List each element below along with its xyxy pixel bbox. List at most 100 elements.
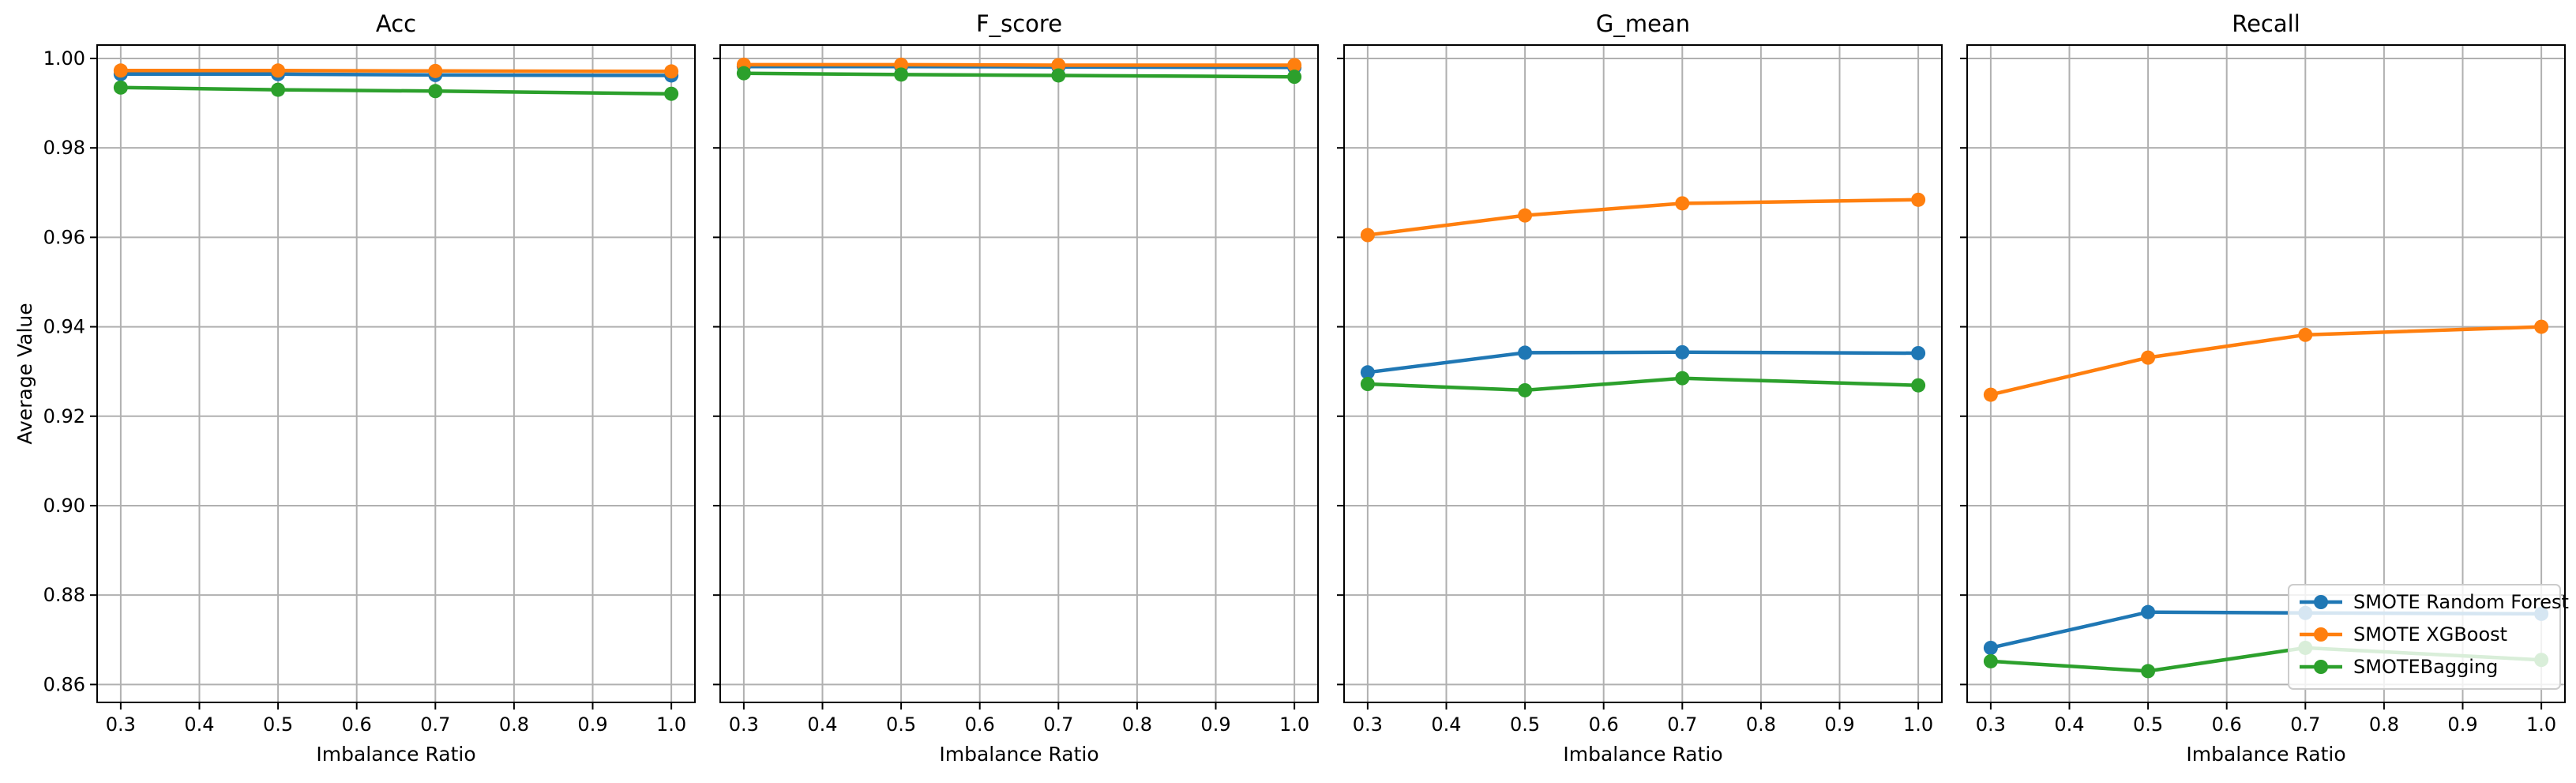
legend-marker <box>2314 660 2328 674</box>
panels: 0.3 0.4 0.5 0.6 0.7 0.8 0.9 1.0 0.86 0.88 0.90 0.92… <box>43 10 2566 766</box>
x-tick-label: 0.6 <box>342 713 372 736</box>
x-axis-label: Imbalance Ratio <box>2186 743 2345 766</box>
series-group <box>1360 192 1926 397</box>
data-point-smote-xgboost <box>1675 196 1690 211</box>
panel-acc: 0.3 0.4 0.5 0.6 0.7 0.8 0.9 1.0 0.86 0.88 0.90 0.92… <box>43 10 696 766</box>
data-point-smotebagging <box>1051 68 1066 83</box>
panel-title: Recall <box>2232 10 2300 37</box>
x-tick-label: 0.9 <box>577 713 607 736</box>
x-tick-label: 0.4 <box>184 713 214 736</box>
y-tick-label: 0.92 <box>43 405 85 427</box>
y-axis-label: Average Value <box>13 303 36 444</box>
y-tick-label: 0.88 <box>43 584 85 606</box>
data-point-smote-xgboost <box>1983 387 1998 402</box>
x-tick-label: 0.9 <box>2447 713 2477 736</box>
series-group <box>736 57 1302 85</box>
y-tick-label: 0.96 <box>43 226 85 248</box>
data-point-smote-xgboost <box>2298 327 2313 342</box>
data-point-smotebagging <box>1911 378 1926 393</box>
series-line-smote-xgboost <box>1988 325 2544 397</box>
series-line-smote-xgboost <box>118 69 674 73</box>
data-point-smote-random-forest <box>1983 640 1998 655</box>
data-point-smotebagging <box>1518 382 1533 397</box>
data-point-smote-random-forest <box>1518 345 1533 360</box>
data-point-smotebagging <box>1287 70 1302 85</box>
x-tick-label: 0.9 <box>1824 713 1854 736</box>
axes-frame <box>1343 44 1943 703</box>
data-point-smote-xgboost <box>1518 208 1533 223</box>
x-tick-label: 0.6 <box>2212 713 2242 736</box>
series-line-smote-random-forest <box>1365 350 1921 375</box>
y-tick-label: 0.98 <box>43 137 85 159</box>
x-tick-label: 1.0 <box>2526 713 2556 736</box>
x-tick-label: 0.3 <box>1976 713 2006 736</box>
data-point-smote-random-forest <box>1360 365 1375 380</box>
x-tick-label: 0.8 <box>499 713 529 736</box>
data-point-smote-xgboost <box>2141 350 2156 365</box>
series-line-smote-xgboost <box>1365 198 1921 237</box>
x-tick-label: 0.7 <box>1043 713 1073 736</box>
x-tick-label: 0.6 <box>1589 713 1619 736</box>
data-point-smotebagging <box>894 67 909 82</box>
y-tick-label: 1.00 <box>43 47 85 70</box>
series-line-smotebagging <box>1365 376 1921 393</box>
data-point-smotebagging <box>271 82 286 97</box>
x-tick-label: 0.5 <box>886 713 916 736</box>
x-tick-label: 0.4 <box>2054 713 2084 736</box>
y-tick-label: 0.86 <box>43 673 85 695</box>
data-point-smote-random-forest <box>1911 345 1926 360</box>
x-tick-label: 0.4 <box>1431 713 1461 736</box>
legend-label: SMOTE XGBoost <box>2353 623 2507 646</box>
data-point-smote-xgboost <box>894 57 909 72</box>
x-tick-label: 0.8 <box>2369 713 2399 736</box>
x-axis-label: Imbalance Ratio <box>1563 743 1722 766</box>
data-point-smotebagging <box>1675 371 1690 386</box>
panel-f-score: 0.3 0.4 0.5 0.6 0.7 0.8 0.9 1.0 F_score Imbalance… <box>713 10 1319 766</box>
axes-frame <box>1966 44 2566 703</box>
data-point-smote-random-forest <box>1675 344 1690 360</box>
data-point-smote-xgboost <box>1911 192 1926 207</box>
y-tick-label: 0.90 <box>43 495 85 517</box>
x-tick-label: 0.5 <box>2133 713 2163 736</box>
x-tick-label: 0.3 <box>729 713 759 736</box>
x-tick-label: 0.7 <box>2290 713 2320 736</box>
x-axis-label: Imbalance Ratio <box>316 743 475 766</box>
data-point-smotebagging <box>664 86 679 101</box>
x-tick-label: 1.0 <box>1903 713 1933 736</box>
series-line-smotebagging <box>118 85 674 96</box>
x-tick-label: 0.9 <box>1200 713 1230 736</box>
data-point-smotebagging <box>2141 664 2156 679</box>
data-point-smotebagging <box>1360 377 1375 392</box>
x-tick-label: 1.0 <box>656 713 686 736</box>
x-tick-label: 0.5 <box>1510 713 1540 736</box>
data-point-smotebagging <box>1983 653 1998 668</box>
data-point-smotebagging <box>736 66 751 81</box>
data-point-smotebagging <box>113 80 128 95</box>
x-tick-label: 1.0 <box>1279 713 1309 736</box>
legend-item-smotebagging: SMOTEBagging <box>2300 656 2498 678</box>
series-group <box>113 63 679 101</box>
x-tick-label: 0.3 <box>106 713 136 736</box>
data-point-smotebagging <box>428 84 443 99</box>
data-point-smote-xgboost <box>1051 58 1066 73</box>
data-point-smote-xgboost <box>113 63 128 78</box>
legend-item-smote-xgboost: SMOTE XGBoost <box>2300 623 2507 646</box>
legend-marker <box>2314 595 2328 609</box>
x-tick-label: 0.5 <box>263 713 293 736</box>
x-axis-label: Imbalance Ratio <box>939 743 1098 766</box>
axes-frame <box>719 44 1319 703</box>
data-point-smote-xgboost <box>2534 319 2549 334</box>
legend-label: SMOTEBagging <box>2353 656 2498 678</box>
legend-box <box>2288 584 2561 690</box>
x-tick-label: 0.4 <box>807 713 837 736</box>
legend-marker <box>2314 627 2328 642</box>
x-tick-label: 0.3 <box>1353 713 1383 736</box>
legend-label: SMOTE Random Forest <box>2353 591 2569 613</box>
series-line-smotebagging <box>742 71 1297 79</box>
series-line-smote-xgboost <box>742 62 1297 67</box>
x-tick-label: 0.8 <box>1746 713 1776 736</box>
data-point-smote-xgboost <box>664 64 679 79</box>
panel-title: Acc <box>376 10 416 37</box>
